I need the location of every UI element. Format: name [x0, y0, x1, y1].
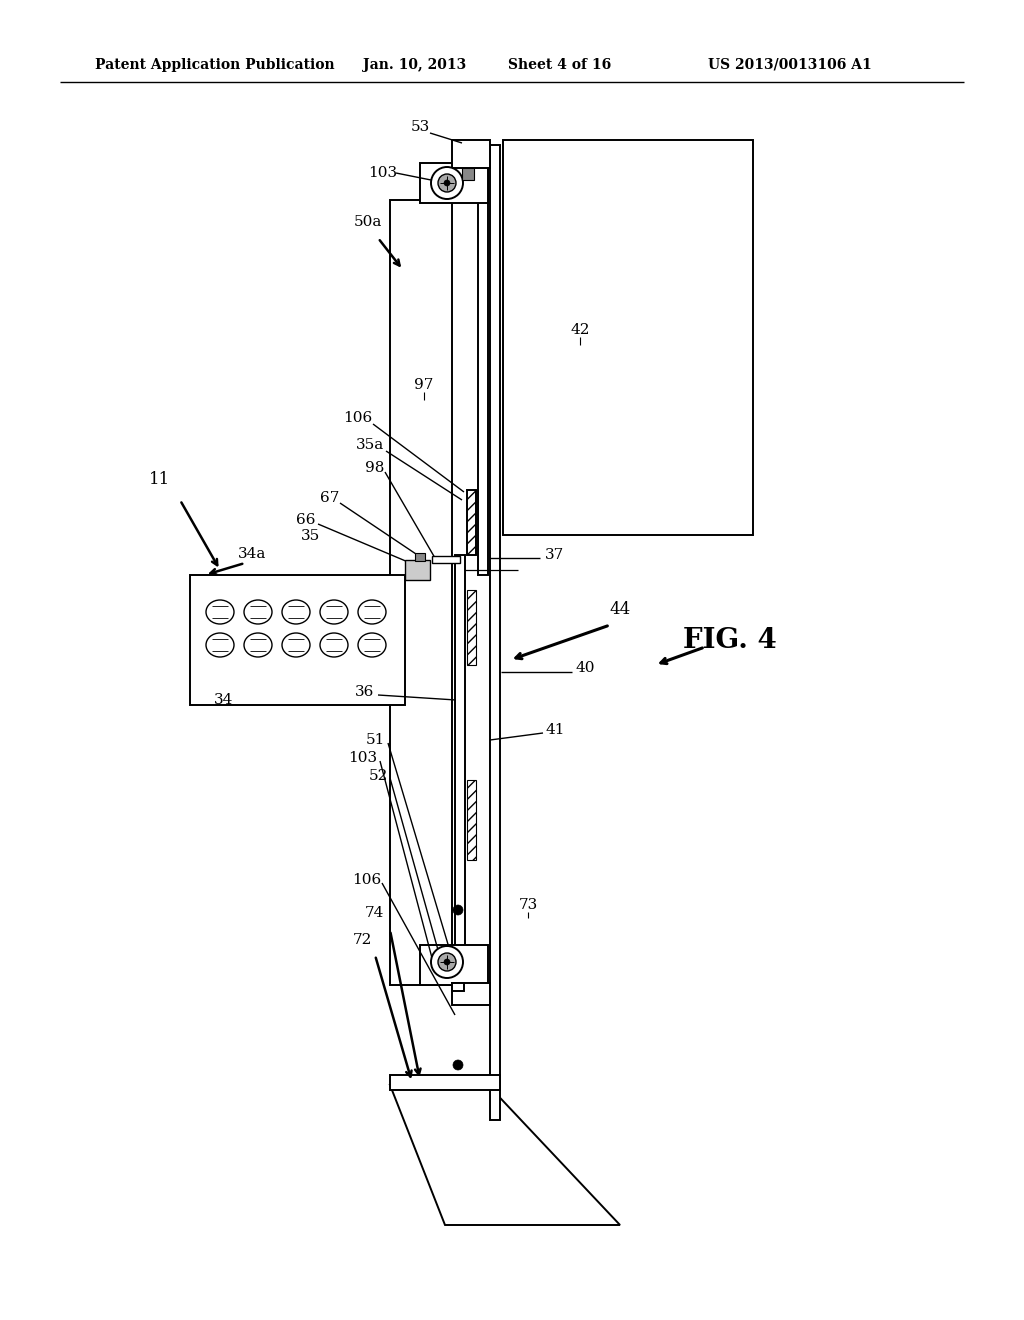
- Bar: [452, 983, 490, 1005]
- Bar: [462, 168, 474, 180]
- Bar: [452, 983, 464, 991]
- Bar: [467, 780, 476, 861]
- Text: 44: 44: [609, 602, 631, 619]
- Polygon shape: [390, 1085, 620, 1225]
- Text: 35a: 35a: [356, 438, 384, 451]
- Ellipse shape: [244, 634, 272, 657]
- Circle shape: [453, 906, 463, 915]
- Ellipse shape: [206, 634, 234, 657]
- Text: 97: 97: [415, 378, 434, 392]
- Text: 34a: 34a: [238, 546, 266, 561]
- Text: 52: 52: [369, 770, 388, 783]
- Text: 40: 40: [575, 661, 595, 675]
- Text: Patent Application Publication: Patent Application Publication: [95, 58, 335, 73]
- Bar: [415, 553, 425, 561]
- Text: 34: 34: [214, 693, 233, 708]
- Ellipse shape: [358, 601, 386, 624]
- Bar: [503, 140, 753, 535]
- Text: US 2013/0013106 A1: US 2013/0013106 A1: [709, 58, 871, 73]
- Bar: [452, 140, 490, 168]
- Text: Sheet 4 of 16: Sheet 4 of 16: [508, 58, 611, 73]
- Bar: [467, 590, 476, 665]
- Text: 41: 41: [545, 723, 565, 737]
- Text: 67: 67: [321, 491, 340, 506]
- Text: 11: 11: [150, 471, 171, 488]
- Bar: [478, 145, 488, 576]
- Text: 35: 35: [300, 529, 319, 543]
- Text: 53: 53: [411, 120, 430, 135]
- Text: 74: 74: [365, 906, 384, 920]
- Ellipse shape: [282, 634, 310, 657]
- Circle shape: [438, 174, 456, 191]
- Bar: [432, 556, 460, 564]
- Circle shape: [438, 953, 456, 972]
- Text: 50a: 50a: [354, 215, 382, 228]
- Ellipse shape: [358, 634, 386, 657]
- Bar: [390, 1074, 500, 1090]
- Bar: [420, 945, 488, 985]
- Bar: [455, 554, 465, 985]
- Circle shape: [444, 180, 450, 186]
- Text: Jan. 10, 2013: Jan. 10, 2013: [364, 58, 467, 73]
- Bar: [420, 162, 488, 203]
- Text: 66: 66: [296, 513, 315, 527]
- Circle shape: [431, 946, 463, 978]
- Text: 103: 103: [369, 166, 397, 180]
- Ellipse shape: [319, 601, 348, 624]
- Ellipse shape: [282, 601, 310, 624]
- Ellipse shape: [319, 634, 348, 657]
- Ellipse shape: [206, 601, 234, 624]
- Circle shape: [431, 168, 463, 199]
- Bar: [190, 576, 406, 705]
- Text: 73: 73: [518, 898, 538, 912]
- Text: FIG. 4: FIG. 4: [683, 627, 777, 653]
- Text: 98: 98: [366, 461, 385, 475]
- Bar: [490, 145, 500, 1119]
- Ellipse shape: [244, 601, 272, 624]
- Bar: [467, 490, 476, 554]
- Text: 103: 103: [348, 751, 378, 766]
- Text: 106: 106: [343, 411, 373, 425]
- Text: 37: 37: [546, 548, 564, 562]
- Text: 36: 36: [355, 685, 375, 700]
- Text: 72: 72: [352, 933, 372, 946]
- Text: 51: 51: [366, 733, 385, 747]
- Circle shape: [444, 960, 450, 965]
- Bar: [390, 201, 452, 985]
- Text: 42: 42: [570, 323, 590, 337]
- Bar: [406, 560, 430, 579]
- Text: 106: 106: [352, 873, 382, 887]
- Circle shape: [453, 1060, 463, 1071]
